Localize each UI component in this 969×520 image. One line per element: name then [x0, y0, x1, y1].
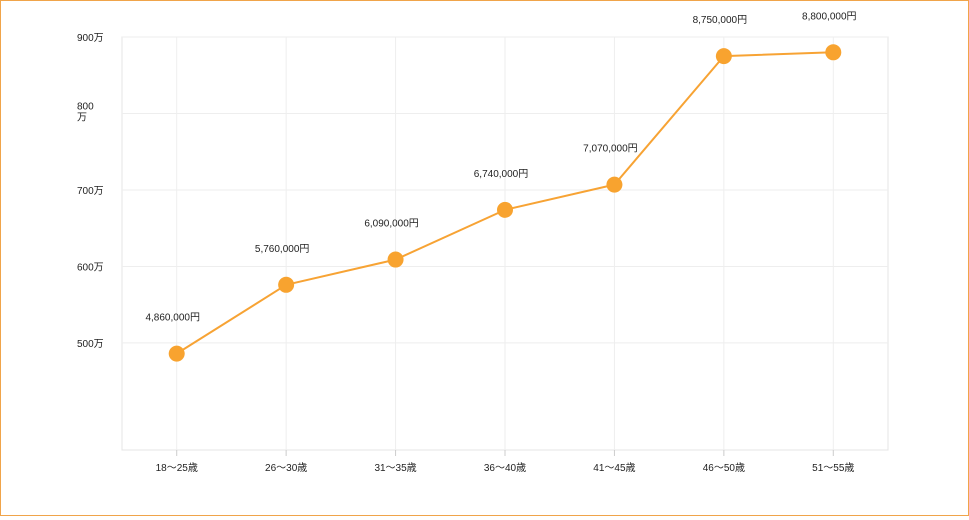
series-layer: [168, 44, 842, 362]
data-point[interactable]: [387, 251, 404, 268]
grid-layer: [121, 36, 889, 451]
data-label: 4,860,000円: [145, 313, 200, 324]
y-tick-label: 500万: [77, 339, 104, 350]
data-point[interactable]: [278, 276, 295, 293]
x-tick-label: 31〜35歳: [374, 462, 416, 474]
data-label-layer: 4,860,000円 5,760,000円 6,090,000円 6,740,000円…: [145, 11, 856, 323]
data-label: 8,750,000円: [693, 15, 748, 26]
x-tick-label: 36〜40歳: [484, 462, 526, 474]
data-point[interactable]: [497, 201, 513, 218]
axis-layer: 500万 600万 700万 800 万 900万 18〜25歳 26〜30歳 31〜35歳 36…: [77, 33, 854, 474]
data-point[interactable]: [715, 48, 732, 65]
data-label: 7,070,000円: [583, 144, 638, 155]
y-tick-label: 900万: [77, 33, 104, 44]
x-tick-label: 51〜55歳: [812, 462, 854, 474]
data-label: 8,800,000円: [802, 11, 857, 22]
y-tick-label: 600万: [77, 262, 104, 273]
y-tick-label: 800 万: [77, 101, 94, 123]
data-label: 5,760,000円: [255, 244, 310, 255]
data-point[interactable]: [825, 44, 842, 61]
x-tick-label: 18〜25歳: [156, 462, 198, 474]
data-point[interactable]: [168, 345, 185, 362]
data-label: 6,740,000円: [474, 169, 529, 180]
data-point[interactable]: [606, 176, 623, 193]
data-label: 6,090,000円: [364, 219, 419, 230]
y-tick-label: 700万: [77, 186, 104, 197]
x-tick-label: 41〜45歳: [593, 462, 635, 474]
x-tick-label: 46〜50歳: [703, 462, 745, 474]
x-tick-label: 26〜30歳: [265, 462, 307, 474]
